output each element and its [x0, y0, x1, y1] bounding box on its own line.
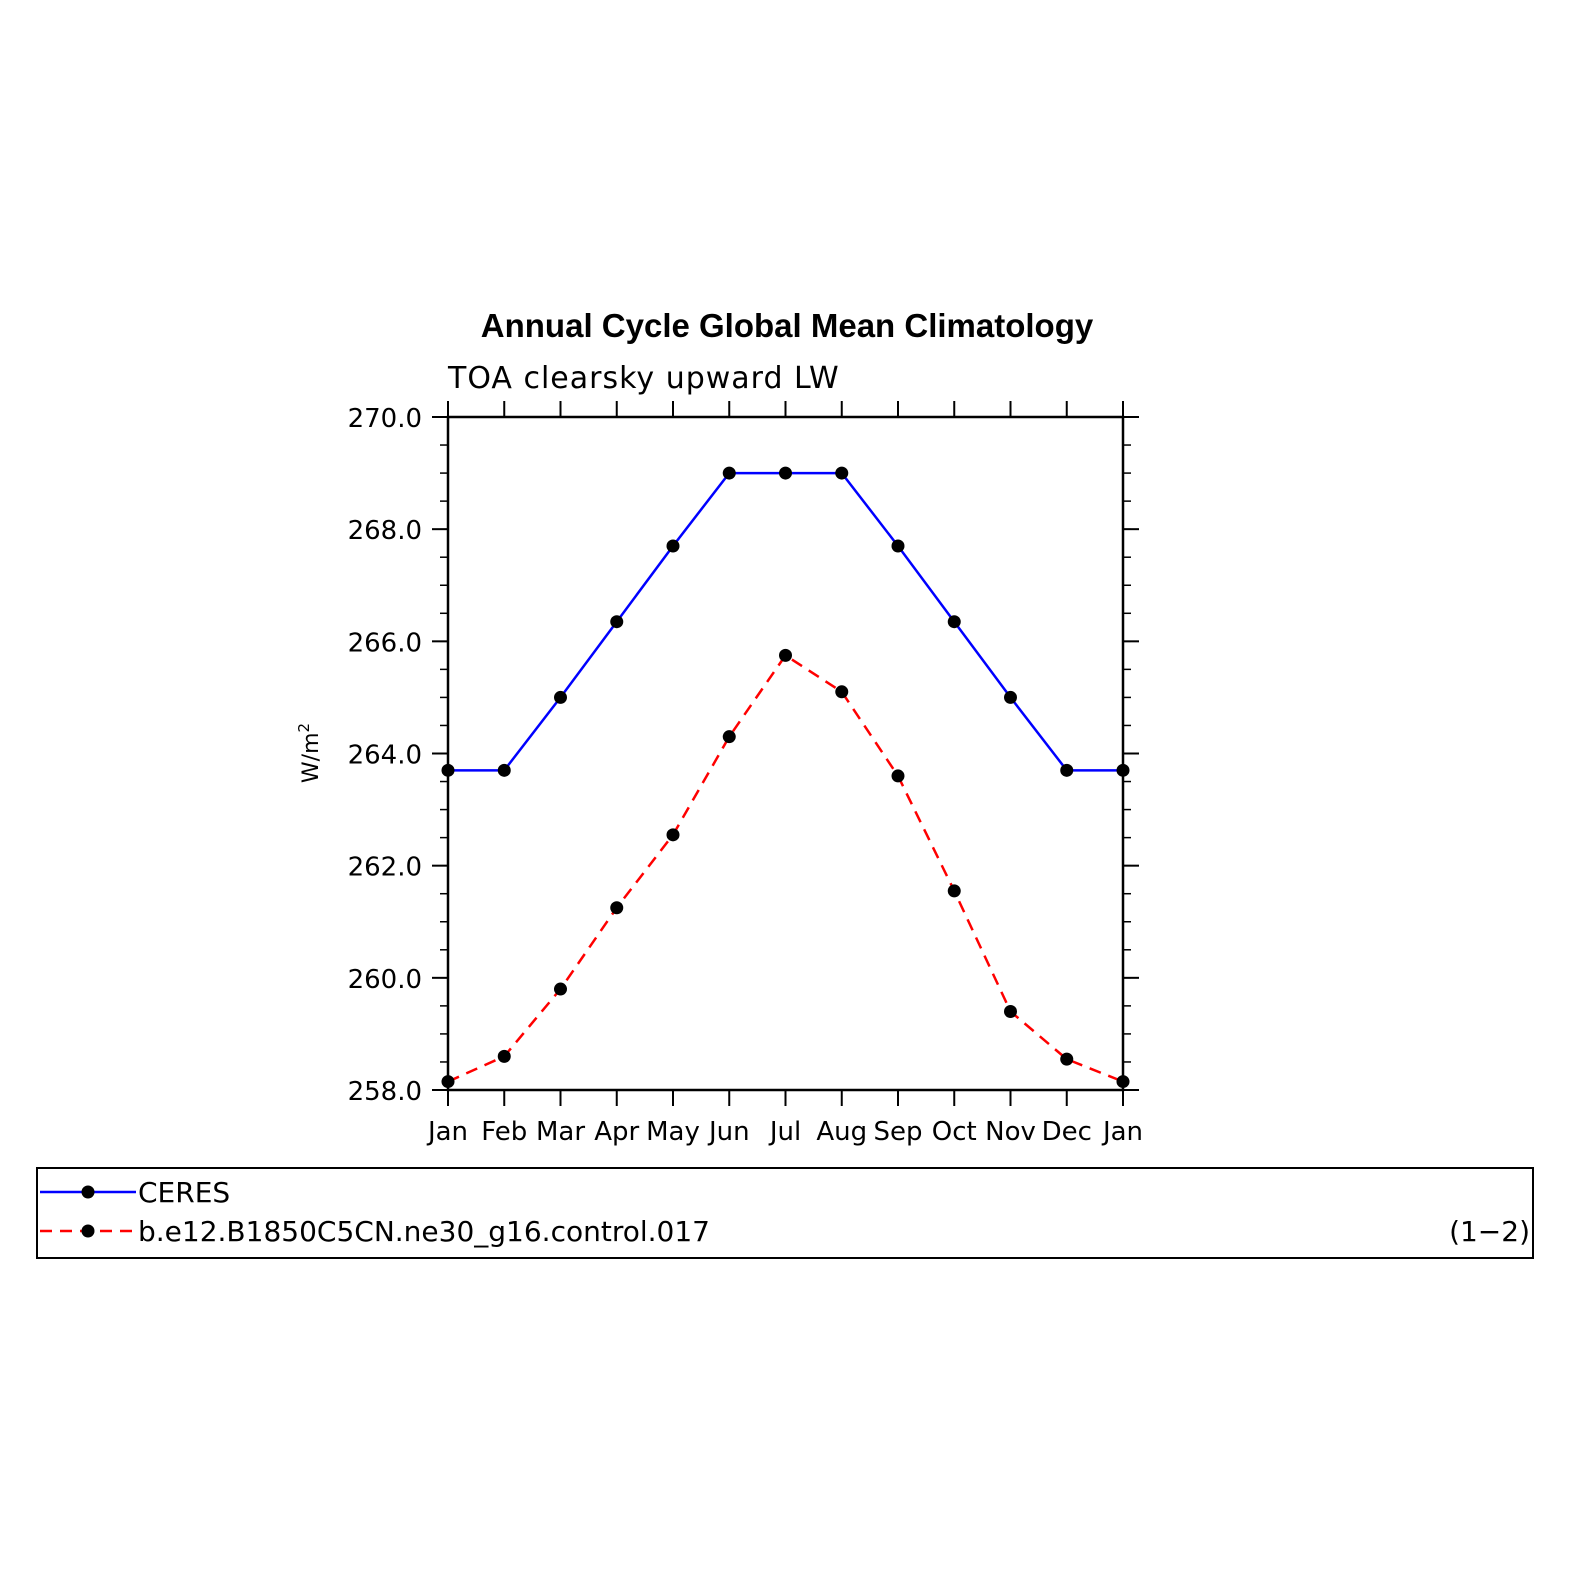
- legend-marker-1: [81, 1185, 95, 1199]
- x-tick-label: Nov: [985, 1117, 1036, 1147]
- series-1-point: [666, 539, 680, 553]
- legend-label-2: b.e12.B1850C5CN.ne30_g16.control.017: [138, 1215, 710, 1248]
- series-2-point: [441, 1075, 455, 1089]
- series-1-point: [891, 539, 905, 553]
- legend-note: (1−2): [1449, 1215, 1530, 1248]
- series-1-point: [1060, 763, 1074, 777]
- series-2-point: [666, 828, 680, 842]
- series-2-point: [1004, 1004, 1017, 1018]
- x-tick-label: May: [646, 1117, 700, 1147]
- y-tick-label: 262.0: [348, 853, 422, 883]
- y-tick-label: 258.0: [348, 1077, 422, 1107]
- series-2-point: [610, 901, 624, 915]
- x-tick-label: Jun: [707, 1117, 750, 1147]
- y-tick-label: 260.0: [348, 965, 422, 995]
- series-2-point: [947, 884, 961, 898]
- x-tick-label: Jan: [426, 1117, 468, 1147]
- series-2-point: [891, 769, 905, 783]
- y-axis-label: W/m2: [295, 723, 324, 783]
- x-tick-label: Apr: [594, 1117, 639, 1147]
- plot-frame: [446, 415, 1125, 1092]
- y-tick-label: 264.0: [348, 741, 422, 771]
- legend-label-1: CERES: [138, 1176, 230, 1209]
- plot-axes: Jan Feb Mar Apr May Jun Jul Aug Sep Oct Nov Dec Jan2…: [348, 401, 1143, 1147]
- series-1-point: [779, 466, 792, 480]
- legend-items: CERES b.e12.B1850C5CN.ne30_g16.control.01…: [40, 1176, 710, 1248]
- series-1-point: [1116, 763, 1130, 777]
- legend-box: [36, 1167, 1534, 1259]
- legend: CERES b.e12.B1850C5CN.ne30_g16.control.01…: [36, 1167, 1534, 1259]
- chart-title: Annual Cycle Global Mean Climatology: [481, 307, 1094, 344]
- series-1-point: [610, 615, 624, 629]
- series-2-point: [497, 1049, 511, 1063]
- series-1-point: [835, 466, 849, 480]
- series-2-point: [1060, 1052, 1074, 1066]
- y-tick-label: 270.0: [348, 404, 422, 434]
- legend-marker-2: [81, 1224, 95, 1238]
- series-line-1: [448, 471, 1123, 772]
- series-2-point: [722, 730, 736, 744]
- series-2-point: [835, 685, 849, 699]
- x-tick-label: Sep: [873, 1117, 922, 1147]
- series-2-point: [779, 648, 792, 662]
- series-2-point: [1116, 1075, 1130, 1089]
- series-1-point: [497, 763, 511, 777]
- x-tick-label: Jan: [1101, 1117, 1143, 1147]
- x-tick-label: Dec: [1042, 1117, 1092, 1147]
- series-1-point: [441, 763, 455, 777]
- y-axis-label-text: W/m: [299, 732, 324, 783]
- chart-subtitle: TOA clearsky upward LW: [447, 361, 840, 396]
- series-line-2: [447, 653, 1124, 1083]
- y-tick-label: 266.0: [348, 628, 422, 658]
- y-tick-label: 268.0: [348, 516, 422, 546]
- x-tick-label: Feb: [481, 1117, 527, 1147]
- series-layer: [441, 466, 1130, 1089]
- series-2-point: [554, 982, 567, 996]
- x-tick-label: Aug: [816, 1117, 867, 1147]
- x-tick-label: Jul: [768, 1117, 801, 1147]
- series-1-point: [947, 615, 961, 629]
- series-1-point: [722, 466, 736, 480]
- series-1-point: [554, 690, 567, 704]
- series-1-point: [1004, 690, 1017, 704]
- y-axis-label-superscript: 2: [295, 723, 313, 733]
- x-tick-label: Oct: [932, 1117, 977, 1147]
- x-tick-label: Mar: [536, 1117, 585, 1147]
